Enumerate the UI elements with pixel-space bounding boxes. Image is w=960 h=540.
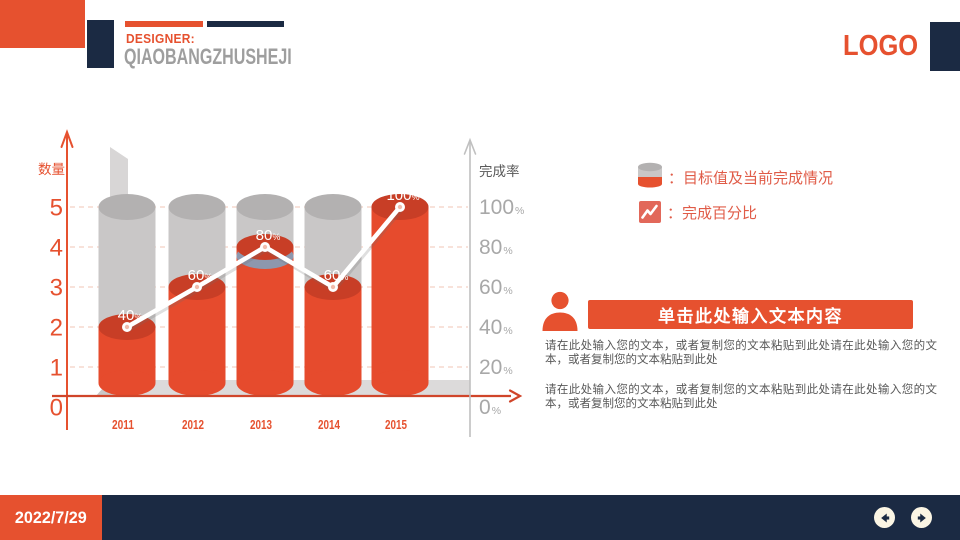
- legend-label-target: ：目标值及当前完成情况: [668, 170, 834, 187]
- body-paragraph-2: 请在此处输入您的文本，或者复制您的文本粘贴到此处请在此处输入您的文本，或者复制您…: [545, 384, 937, 410]
- x-axis-label-2011: 2011: [112, 418, 134, 432]
- cylinder-2012: [168, 194, 226, 396]
- cylinder-2013: [236, 194, 294, 396]
- cylinder-gray-top: [168, 194, 226, 220]
- right-axis-tick-40: 40%: [479, 316, 513, 339]
- cylinder-fill-bottom: [236, 370, 294, 396]
- cylinder-gauge-icon: [638, 162, 662, 193]
- point-label-2013: 80%: [256, 227, 281, 244]
- left-axis-tick-1: 1: [50, 355, 63, 382]
- arrow-left-icon: [880, 512, 889, 523]
- legend-item-percentage: ：完成百分比: [639, 201, 757, 223]
- prev-slide-button[interactable]: [874, 507, 895, 528]
- footer-date-block: 2022/7/29: [0, 495, 102, 540]
- left-axis-tick-5: 5: [50, 195, 63, 222]
- data-point-marker-center: [330, 284, 336, 290]
- cylinder-fill-bottom: [168, 370, 226, 396]
- x-axis-label-2015: 2015: [385, 418, 407, 432]
- body-paragraph-1: 请在此处输入您的文本，或者复制您的文本粘贴到此处请在此处输入您的文本，或者复制您…: [545, 340, 937, 366]
- header-right-navy-block: [930, 22, 960, 71]
- header-navy-block: [87, 20, 114, 68]
- cylinder-2014: [304, 194, 362, 396]
- point-label-2014: 60%: [324, 267, 349, 284]
- left-axis-tick-3: 3: [50, 275, 63, 302]
- person-icon: [541, 291, 579, 336]
- point-label-2015: 100%: [386, 187, 419, 204]
- x-axis-label-2014: 2014: [318, 418, 340, 432]
- header-accent-bar-orange: [125, 21, 203, 27]
- cylinder-fill-bottom: [98, 370, 156, 396]
- left-axis-tick-0: 0: [50, 395, 63, 422]
- point-label-2012: 60%: [188, 267, 213, 284]
- legend-item-target: ：目标值及当前完成情况: [638, 162, 833, 193]
- text-banner: 单击此处输入文本内容: [588, 300, 913, 329]
- arrow-right-icon: [917, 512, 926, 523]
- cylinder-fill-body: [236, 247, 294, 383]
- cylinder-fill-body: [371, 207, 429, 383]
- legend-label-percentage: ：完成百分比: [667, 204, 758, 222]
- x-axis-arrow: [508, 389, 523, 403]
- cylinder-gray-top: [236, 194, 294, 220]
- right-axis-tick-20: 20%: [479, 356, 513, 379]
- right-axis-tick-0: 0%: [479, 396, 501, 419]
- point-label-2011: 40%: [118, 307, 143, 324]
- right-axis-title: 完成率: [479, 163, 520, 179]
- line-chart-icon: [639, 201, 661, 223]
- header-orange-block: [0, 0, 85, 48]
- left-axis-tick-4: 4: [50, 235, 63, 262]
- data-point-marker-center: [262, 244, 268, 250]
- cylinder-2015: [371, 194, 429, 396]
- designer-label: DESIGNER:: [126, 31, 195, 46]
- right-axis-tick-60: 60%: [479, 276, 513, 299]
- right-axis-tick-100: 100%: [479, 196, 524, 219]
- cylinder-fill-bottom: [371, 370, 429, 396]
- logo-text: LOGO: [843, 30, 919, 62]
- right-axis-arrow: [463, 137, 477, 155]
- cylinder-gray-top: [98, 194, 156, 220]
- designer-name: QIAOBANGZHUSHEJI: [124, 44, 292, 69]
- banner-title: 单击此处输入文本内容: [658, 307, 843, 326]
- footer-date: 2022/7/29: [15, 507, 87, 527]
- cylinder-gray-top: [304, 194, 362, 220]
- cylinder-fill-body: [168, 287, 226, 383]
- data-point-marker-center: [194, 284, 200, 290]
- left-axis-title: 数量: [38, 162, 65, 177]
- cylinder-fill-bottom: [304, 370, 362, 396]
- data-point-marker-center: [397, 204, 403, 210]
- left-axis-tick-2: 2: [50, 315, 63, 342]
- cylinder-2011: [98, 194, 156, 396]
- left-axis-arrow: [60, 129, 74, 148]
- data-point-marker-center: [124, 324, 130, 330]
- right-axis-tick-80: 80%: [479, 236, 513, 259]
- x-axis-label-2012: 2012: [182, 418, 204, 432]
- next-slide-button[interactable]: [911, 507, 932, 528]
- x-axis-label-2013: 2013: [250, 418, 272, 432]
- cylinder-fill-body: [304, 287, 362, 383]
- footer-bar: [0, 495, 960, 540]
- header-accent-bar-navy: [207, 21, 284, 27]
